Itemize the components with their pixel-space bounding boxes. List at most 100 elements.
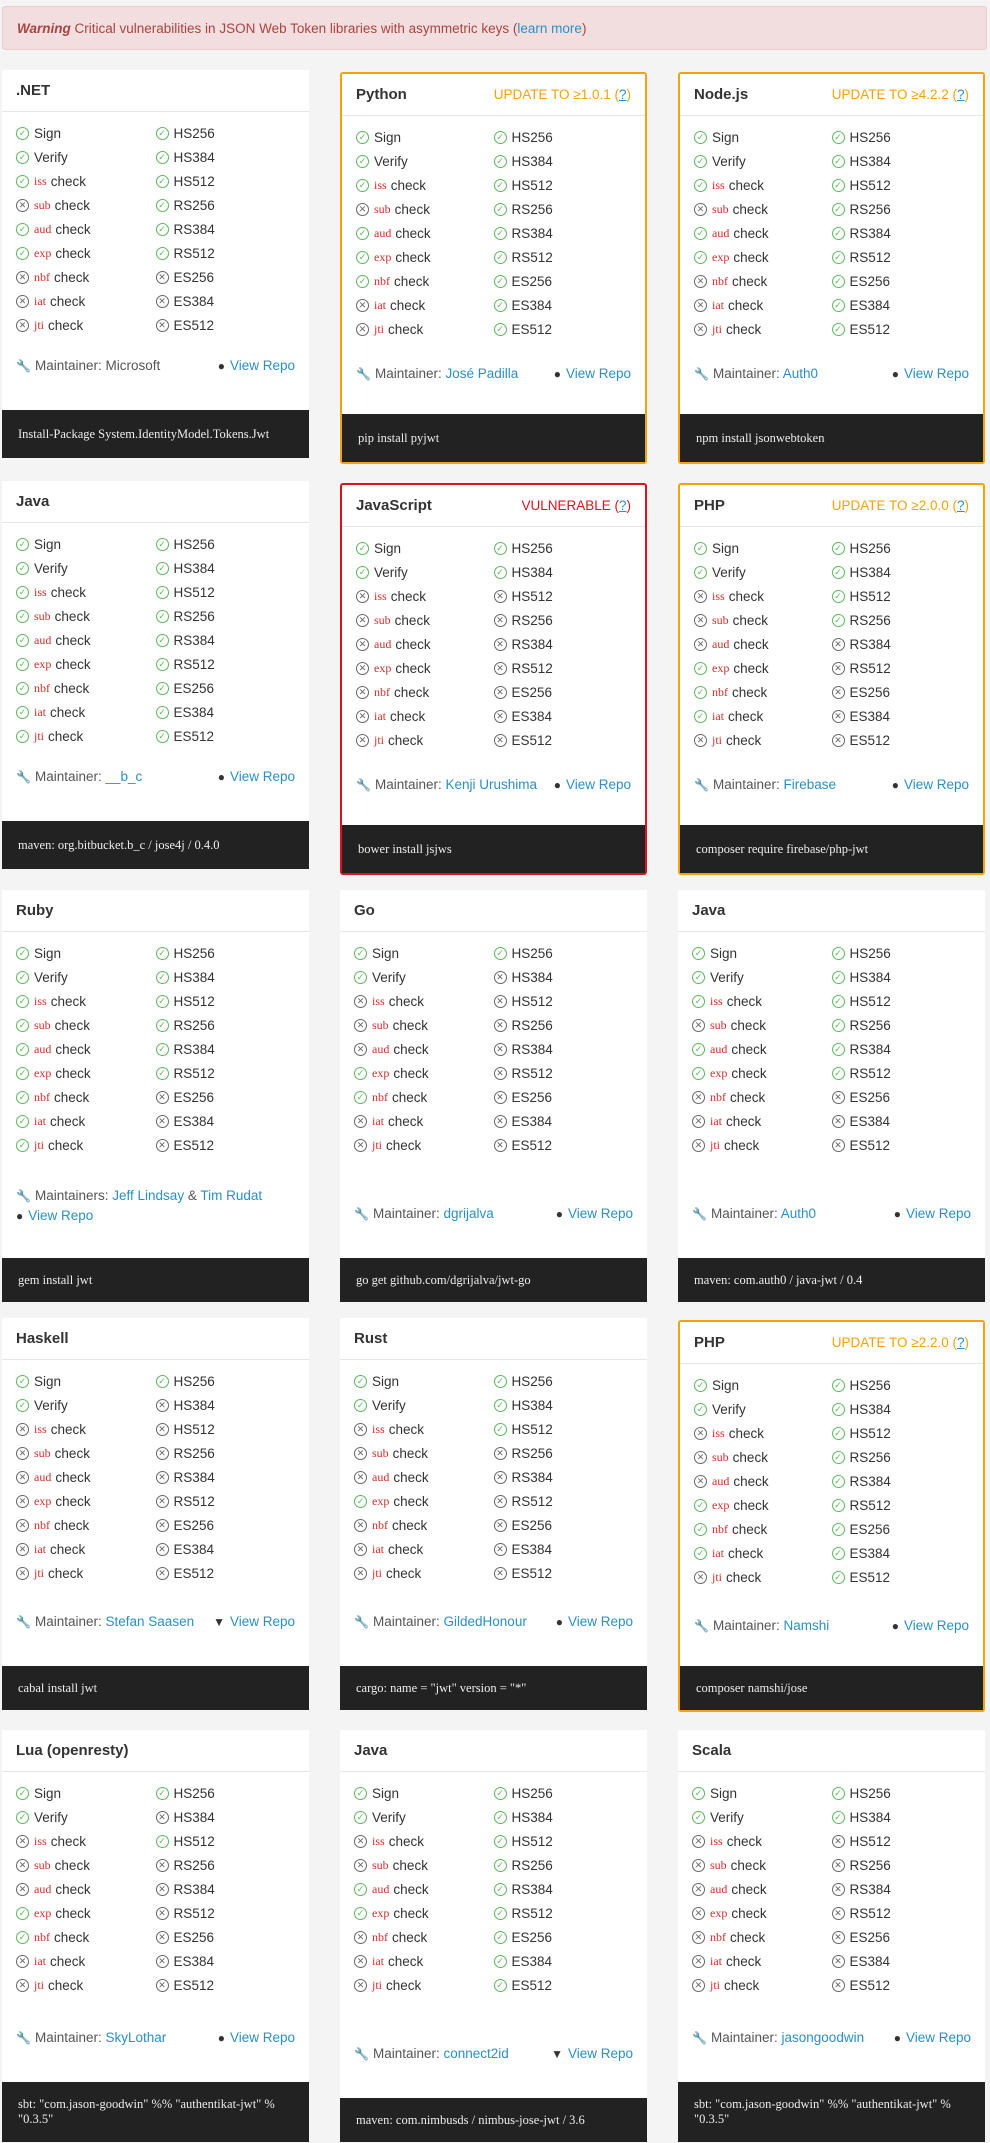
algorithm-label: RS256 bbox=[173, 1857, 215, 1873]
feature-row: ✓ Sign bbox=[16, 121, 156, 145]
verify-pass-icon: ✓ bbox=[16, 561, 29, 575]
algorithm-row: ✕ RS384 bbox=[493, 1037, 634, 1061]
claim-check-label: check bbox=[54, 680, 90, 696]
algorithm-label: HS512 bbox=[511, 1833, 553, 1849]
view-repo-link[interactable]: View Repo bbox=[567, 1614, 633, 1629]
algorithm-label: ES384 bbox=[849, 1113, 891, 1129]
maintainer-link[interactable]: Firebase bbox=[783, 777, 837, 792]
view-repo-link[interactable]: View Repo bbox=[229, 2030, 295, 2045]
algorithm-row: ✓ HS256 bbox=[831, 1373, 970, 1397]
view-repo-link[interactable]: View Repo bbox=[229, 1614, 295, 1629]
view-repo-link[interactable]: View Repo bbox=[229, 358, 295, 373]
hs384-pass-icon: ✓ bbox=[831, 970, 845, 984]
maintainer-link[interactable]: connect2id bbox=[443, 2046, 509, 2061]
algorithm-row: ✓ ES384 bbox=[493, 1949, 634, 1973]
algorithm-label: RS384 bbox=[173, 632, 215, 648]
algorithm-label: ES256 bbox=[849, 1521, 891, 1537]
algorithm-label: RS256 bbox=[849, 1017, 891, 1033]
maintainer-link[interactable]: jasongoodwin bbox=[781, 2030, 865, 2045]
algorithm-row: ✕ RS512 bbox=[493, 656, 632, 680]
card-header: PHP UPDATE TO ≥2.0.0 (?) bbox=[680, 485, 983, 527]
maintainer-info: 🔧 Maintainer: Auth0 bbox=[694, 364, 818, 384]
es512-fail-icon: ✕ bbox=[155, 1138, 169, 1152]
claim-name: jti bbox=[34, 1137, 45, 1152]
checks-grid: ✓ Sign ✓ Verify ✕ iss check ✕ sub check ✓ aud check ✓… bbox=[340, 1772, 647, 1997]
status-help-link[interactable]: ? bbox=[956, 1335, 965, 1350]
view-repo-link[interactable]: View Repo bbox=[903, 366, 969, 381]
feature-row: ✓ Verify bbox=[354, 965, 494, 989]
exp-pass-icon: ✓ bbox=[694, 661, 707, 675]
view-repo-link[interactable]: View Repo bbox=[903, 1618, 969, 1633]
library-name: Scala bbox=[692, 1742, 732, 1759]
rs512-fail-icon: ✕ bbox=[493, 1066, 507, 1080]
view-repo-link[interactable]: View Repo bbox=[567, 2046, 633, 2061]
library-name: PHP bbox=[694, 497, 725, 514]
maintainer-link[interactable]: Stefan Saasen bbox=[105, 1614, 195, 1629]
hs384-pass-icon: ✓ bbox=[493, 1810, 507, 1824]
aud-pass-icon: ✓ bbox=[16, 1042, 29, 1056]
library-card: Haskell ✓ Sign ✓ Verify ✕ iss check ✕ sub check ✕ a… bbox=[2, 1318, 309, 1710]
algorithm-label: ES256 bbox=[173, 1089, 215, 1105]
learn-more-link[interactable]: learn more bbox=[517, 21, 582, 36]
algorithm-row: ✓ HS256 bbox=[155, 941, 296, 965]
status-help-link[interactable]: ? bbox=[956, 87, 965, 102]
library-card: Java ✓ Sign ✓ Verify ✓ iss check ✓ sub check ✓ aud c… bbox=[2, 481, 309, 869]
algorithm-row: ✕ ES384 bbox=[831, 1109, 972, 1133]
maintainer-link[interactable]: dgrijalva bbox=[443, 1206, 494, 1221]
maintainer-link[interactable]: José Padilla bbox=[445, 366, 519, 381]
maintainer-link[interactable]: __b_c bbox=[105, 769, 143, 784]
aud-fail-icon: ✕ bbox=[354, 1470, 367, 1484]
exp-pass-icon: ✓ bbox=[356, 250, 369, 264]
feature-row: ✓ Verify bbox=[354, 1393, 494, 1417]
sub-pass-icon: ✓ bbox=[16, 1018, 29, 1032]
claim-name: iss bbox=[712, 588, 725, 603]
maintainer-link[interactable]: Auth0 bbox=[782, 366, 819, 381]
maintainer-link[interactable]: GildedHonour bbox=[443, 1614, 527, 1629]
claim-name: iss bbox=[34, 1833, 47, 1848]
claim-check-label: check bbox=[50, 993, 86, 1009]
claim-check-label: check bbox=[386, 1565, 422, 1581]
maintainer-link-2[interactable]: Tim Rudat bbox=[200, 1188, 263, 1203]
es512-pass-icon: ✓ bbox=[831, 1570, 845, 1584]
view-repo-link[interactable]: View Repo bbox=[905, 2030, 971, 2045]
wrench-icon: 🔧 bbox=[16, 2031, 31, 2045]
exp-pass-icon: ✓ bbox=[692, 1066, 705, 1080]
exp-pass-icon: ✓ bbox=[694, 250, 707, 264]
maintainer-link[interactable]: Jeff Lindsay bbox=[112, 1188, 185, 1203]
feature-row: ✓ Verify bbox=[694, 1397, 832, 1421]
maintainer-link[interactable]: Namshi bbox=[783, 1618, 830, 1633]
claim-name: jti bbox=[34, 1565, 45, 1580]
view-repo-link[interactable]: View Repo bbox=[903, 777, 969, 792]
maintainer-link[interactable]: SkyLothar bbox=[105, 2030, 167, 2045]
warning-label: Warning bbox=[17, 21, 71, 36]
status-help-link[interactable]: ? bbox=[618, 498, 627, 513]
algorithm-row: ✓ RS256 bbox=[493, 197, 632, 221]
claim-name: exp bbox=[710, 1905, 728, 1920]
status-help-link[interactable]: ? bbox=[618, 87, 627, 102]
claim-row: ✓ exp check bbox=[354, 1061, 494, 1085]
view-repo-link[interactable]: View Repo bbox=[565, 777, 631, 792]
claim-check-label: check bbox=[55, 656, 91, 672]
github-icon: ● bbox=[553, 367, 561, 381]
status-help-link[interactable]: ? bbox=[956, 498, 965, 513]
algorithm-label: ES512 bbox=[173, 317, 215, 333]
claim-name: jti bbox=[712, 1569, 723, 1584]
view-repo-link[interactable]: View Repo bbox=[229, 769, 295, 784]
view-repo-link[interactable]: View Repo bbox=[28, 1208, 94, 1223]
maintainer-label: Maintainer: bbox=[710, 1206, 778, 1221]
es512-pass-icon: ✓ bbox=[493, 322, 507, 336]
feature-label: Verify bbox=[34, 149, 68, 165]
view-repo-link[interactable]: View Repo bbox=[905, 1206, 971, 1221]
view-repo-link[interactable]: View Repo bbox=[567, 1206, 633, 1221]
claim-row: ✕ aud check bbox=[354, 1037, 494, 1061]
claim-check-label: check bbox=[732, 1521, 768, 1537]
algorithm-label: HS384 bbox=[849, 153, 891, 169]
algorithm-label: HS384 bbox=[173, 149, 215, 165]
library-card: PHP UPDATE TO ≥2.2.0 (?) ✓ Sign ✓ Verify ✕ is… bbox=[678, 1320, 985, 1712]
algorithm-label: RS384 bbox=[849, 636, 891, 652]
view-repo-link[interactable]: View Repo bbox=[565, 366, 631, 381]
maintainer-link[interactable]: Kenji Urushima bbox=[445, 777, 538, 792]
claim-check-label: check bbox=[54, 1017, 90, 1033]
maintainer-link[interactable]: Auth0 bbox=[780, 1206, 817, 1221]
algorithm-row: ✕ ES384 bbox=[155, 1109, 296, 1133]
